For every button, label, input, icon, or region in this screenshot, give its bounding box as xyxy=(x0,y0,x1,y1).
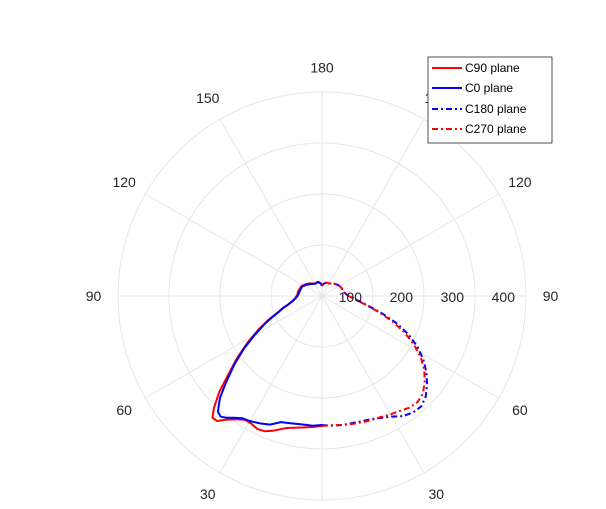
angle-tick-label-8: 60 xyxy=(512,402,528,418)
angular-grid-line-7 xyxy=(321,295,425,473)
angular-grid-line-5 xyxy=(219,295,323,473)
radial-tick-labels: 100 200 300 400 xyxy=(339,289,516,305)
polar-grid xyxy=(117,91,527,501)
angle-tick-label-9: 90 xyxy=(543,288,559,304)
angular-grid-line-11 xyxy=(321,119,425,297)
angle-tick-label-3: 90 xyxy=(86,288,102,304)
legend-label-3: C270 plane xyxy=(465,122,527,136)
angular-grid-line-4 xyxy=(145,295,323,399)
legend-entry-3: C270 plane xyxy=(432,122,527,136)
angle-tick-label-10: 120 xyxy=(508,174,532,190)
series-line-0 xyxy=(211,280,323,433)
angle-tick-label-7: 30 xyxy=(428,486,444,502)
radial-tick-label-1: 200 xyxy=(390,289,414,305)
legend-label-1: C0 plane xyxy=(465,81,513,95)
angular-grid-line-10 xyxy=(321,193,499,297)
angle-tick-label-4: 60 xyxy=(116,402,132,418)
series-line-3 xyxy=(321,281,426,427)
angle-tick-label-1: 150 xyxy=(196,90,220,106)
angular-grid-line-8 xyxy=(321,295,499,399)
angular-grid-line-2 xyxy=(145,193,323,297)
legend-entry-1: C0 plane xyxy=(432,81,513,95)
legend-label-0: C90 plane xyxy=(465,61,520,75)
legend-label-2: C180 plane xyxy=(465,102,527,116)
angle-tick-label-0: 180 xyxy=(310,60,334,76)
legend-entry-2: C180 plane xyxy=(432,102,527,116)
angle-tick-label-2: 120 xyxy=(112,174,136,190)
radial-tick-label-3: 400 xyxy=(492,289,516,305)
angle-tick-label-5: 30 xyxy=(200,486,216,502)
radial-tick-label-2: 300 xyxy=(441,289,465,305)
series-line-1 xyxy=(216,281,323,427)
angular-grid-line-1 xyxy=(219,119,323,297)
legend: C90 plane C0 plane C180 plane C270 plane xyxy=(427,56,553,144)
series-layer xyxy=(211,280,429,433)
legend-entry-0: C90 plane xyxy=(432,61,520,75)
radial-tick-label-0: 100 xyxy=(339,289,363,305)
